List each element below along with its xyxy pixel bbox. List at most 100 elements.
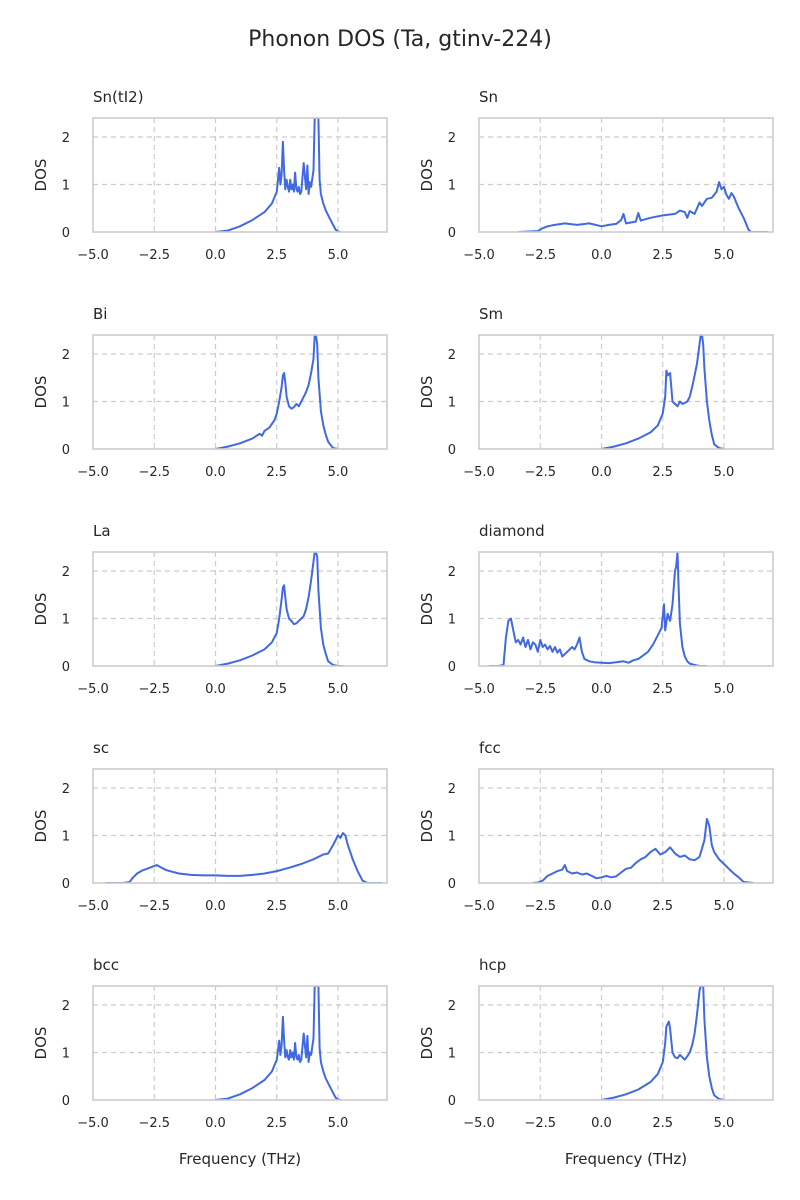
panel-title: Sn(tI2) — [93, 88, 144, 106]
x-tick-label: 2.5 — [652, 682, 673, 697]
y-tick-label: 0 — [448, 660, 456, 675]
axes-frame — [92, 985, 388, 1101]
y-tick-label: 2 — [448, 565, 456, 580]
y-tick-label: 2 — [448, 999, 456, 1014]
y-tick-label: 0 — [62, 877, 70, 892]
x-tick-label: −5.0 — [463, 682, 495, 697]
x-tick-label: 5.0 — [328, 899, 349, 914]
y-tick-label: 0 — [62, 443, 70, 458]
x-tick-label: −2.5 — [138, 465, 170, 480]
y-tick-label: 2 — [448, 782, 456, 797]
dos-panel-la: La −5.0 −2.5 0.0 2.5 5.0 0 1 2 DOS — [32, 522, 388, 697]
x-tick-label: −5.0 — [463, 248, 495, 263]
x-tick-label: 2.5 — [652, 899, 673, 914]
dos-panel-bi: Bi −5.0 −2.5 0.0 2.5 5.0 0 1 2 DOS — [32, 305, 388, 480]
x-tick-label: −5.0 — [77, 465, 109, 480]
dos-curve — [532, 817, 754, 883]
x-tick-label: 0.0 — [205, 248, 226, 263]
y-tick-label: 1 — [448, 1047, 456, 1062]
dos-panel-bcc: bcc −5.0 −2.5 0.0 2.5 5.0 0 1 2 DOS Frequency (THz… — [32, 956, 388, 1168]
y-axis-label: DOS — [418, 159, 436, 192]
x-tick-label: 0.0 — [205, 465, 226, 480]
x-tick-label: −2.5 — [524, 248, 556, 263]
y-axis-label: DOS — [418, 810, 436, 843]
x-tick-label: 5.0 — [714, 682, 735, 697]
y-tick-label: 0 — [448, 877, 456, 892]
y-tick-label: 0 — [448, 226, 456, 241]
x-tick-label: 0.0 — [591, 899, 612, 914]
y-tick-label: 0 — [62, 660, 70, 675]
y-tick-label: 1 — [62, 613, 70, 628]
x-tick-label: 2.5 — [266, 465, 287, 480]
panel-title: Sm — [479, 305, 503, 323]
y-tick-label: 1 — [62, 830, 70, 845]
x-axis-label: Frequency (THz) — [565, 1150, 687, 1168]
x-tick-label: −2.5 — [524, 899, 556, 914]
x-tick-label: −2.5 — [524, 682, 556, 697]
x-tick-label: 5.0 — [714, 248, 735, 263]
y-tick-label: 1 — [448, 179, 456, 194]
y-tick-label: 2 — [62, 782, 70, 797]
dos-curve — [215, 986, 341, 1100]
x-tick-label: 2.5 — [652, 248, 673, 263]
x-tick-label: 5.0 — [714, 465, 735, 480]
x-tick-label: −2.5 — [524, 465, 556, 480]
x-tick-label: 2.5 — [266, 899, 287, 914]
x-tick-label: 5.0 — [328, 465, 349, 480]
y-tick-label: 0 — [448, 1094, 456, 1109]
y-tick-label: 2 — [62, 131, 70, 146]
x-tick-label: 0.0 — [591, 1116, 612, 1131]
panel-title: fcc — [479, 739, 501, 757]
panel-title: diamond — [479, 522, 545, 540]
axes-frame — [92, 334, 388, 450]
axes-frame — [478, 117, 774, 233]
axes-frame — [92, 768, 388, 884]
x-axis-label: Frequency (THz) — [179, 1150, 301, 1168]
x-tick-label: 0.0 — [205, 682, 226, 697]
y-axis-label: DOS — [418, 376, 436, 409]
x-tick-label: −5.0 — [463, 465, 495, 480]
x-tick-label: −2.5 — [138, 899, 170, 914]
y-axis-label: DOS — [418, 1027, 436, 1060]
panel-title: Bi — [93, 305, 107, 323]
y-tick-label: 0 — [448, 443, 456, 458]
axes-frame — [478, 768, 774, 884]
y-tick-label: 0 — [62, 226, 70, 241]
y-tick-label: 1 — [448, 830, 456, 845]
dos-panel-sn-ti2-: Sn(tI2) −5.0 −2.5 0.0 2.5 5.0 0 1 2 DOS — [32, 88, 388, 263]
subplot-grid: Sn(tI2) −5.0 −2.5 0.0 2.5 5.0 0 1 2 DOS Sn −5.0 −2.5… — [32, 88, 774, 1168]
x-tick-label: 2.5 — [652, 465, 673, 480]
x-tick-label: −5.0 — [77, 899, 109, 914]
x-tick-label: 5.0 — [328, 248, 349, 263]
axes-frame — [92, 117, 388, 233]
y-axis-label: DOS — [32, 593, 50, 626]
figure-title: Phonon DOS (Ta, gtinv-224) — [248, 27, 552, 52]
y-tick-label: 1 — [62, 396, 70, 411]
axes-frame — [478, 985, 774, 1101]
x-tick-label: −5.0 — [77, 248, 109, 263]
x-tick-label: 5.0 — [328, 682, 349, 697]
x-tick-label: 5.0 — [714, 899, 735, 914]
y-tick-label: 2 — [62, 565, 70, 580]
dos-curve — [601, 986, 725, 1100]
axes-frame — [478, 334, 774, 450]
y-axis-label: DOS — [418, 593, 436, 626]
x-tick-label: −5.0 — [77, 1116, 109, 1131]
dos-curve — [105, 832, 383, 883]
y-tick-label: 2 — [62, 999, 70, 1014]
y-axis-label: DOS — [32, 376, 50, 409]
x-tick-label: 0.0 — [591, 682, 612, 697]
x-tick-label: −5.0 — [463, 1116, 495, 1131]
y-tick-label: 0 — [62, 1094, 70, 1109]
panel-title: hcp — [479, 956, 506, 974]
axes-frame — [92, 551, 388, 667]
x-tick-label: −2.5 — [138, 248, 170, 263]
y-tick-label: 1 — [62, 179, 70, 194]
x-tick-label: 0.0 — [591, 248, 612, 263]
y-tick-label: 1 — [448, 613, 456, 628]
x-tick-label: 2.5 — [266, 682, 287, 697]
y-axis-label: DOS — [32, 159, 50, 192]
panel-title: Sn — [479, 88, 498, 106]
x-tick-label: 0.0 — [591, 465, 612, 480]
panel-title: sc — [93, 739, 109, 757]
